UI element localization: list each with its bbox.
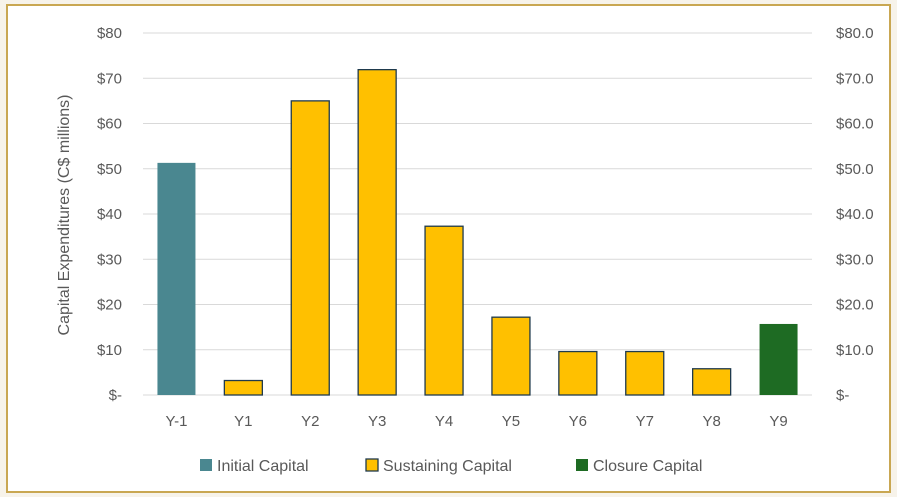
y-tick-right: $10.0 — [836, 342, 874, 359]
bar-y-1-initial-capital — [157, 162, 196, 395]
bars — [157, 69, 798, 396]
y-tick-right: $- — [836, 387, 849, 404]
bar-y6-sustaining-capital — [558, 350, 598, 396]
x-tick-label: Y6 — [569, 413, 587, 430]
bar-y3-sustaining-capital — [357, 69, 397, 396]
bar-y2-sustaining-capital — [290, 100, 330, 396]
x-tick-label: Y3 — [368, 413, 386, 430]
legend: Initial Capital Sustaining Capital Closure… — [200, 458, 702, 475]
y-tick-left: $20 — [97, 297, 122, 314]
x-tick-label: Y1 — [234, 413, 252, 430]
y-tick-left: $80 — [97, 25, 122, 42]
bar-y1-sustaining-capital — [223, 379, 264, 396]
x-axis-ticks: Y-1 Y1 Y2 Y3 Y4 Y5 Y6 Y7 Y8 Y9 — [165, 413, 787, 430]
x-tick-label: Y9 — [769, 413, 787, 430]
gridlines — [143, 32, 812, 396]
legend-label: Closure Capital — [593, 458, 702, 475]
legend-label: Sustaining Capital — [383, 458, 512, 475]
y-tick-right: $70.0 — [836, 70, 874, 87]
y-tick-right: $80.0 — [836, 25, 874, 42]
y-axis-left-ticks: $- $10 $20 $30 $40 $50 $60 $70 $80 — [97, 25, 122, 404]
x-tick-label: Y2 — [301, 413, 319, 430]
y-tick-left: $40 — [97, 206, 122, 223]
bar-y7-sustaining-capital — [625, 350, 665, 396]
y-tick-left: $50 — [97, 161, 122, 178]
y-tick-left: $- — [109, 387, 122, 404]
x-tick-label: Y7 — [636, 413, 654, 430]
bar-y5-sustaining-capital — [491, 316, 531, 396]
x-tick-label: Y-1 — [165, 413, 187, 430]
bar-y8-sustaining-capital — [692, 368, 732, 396]
legend-swatch-closure-capital — [576, 459, 588, 471]
y-tick-right: $40.0 — [836, 206, 874, 223]
bar-y4-sustaining-capital — [424, 225, 464, 396]
y-axis-label: Capital Expenditures (C$ millions) — [56, 95, 73, 336]
y-tick-right: $20.0 — [836, 297, 874, 314]
x-tick-label: Y4 — [435, 413, 453, 430]
y-tick-right: $30.0 — [836, 251, 874, 268]
y-tick-right: $60.0 — [836, 116, 874, 133]
y-axis-right-ticks: $- $10.0 $20.0 $30.0 $40.0 $50.0 $60.0 $70.0 $80… — [836, 25, 874, 404]
legend-swatch-sustaining-capital — [365, 458, 379, 472]
y-tick-right: $50.0 — [836, 161, 874, 178]
y-tick-left: $60 — [97, 116, 122, 133]
legend-swatch-initial-capital — [200, 459, 212, 471]
y-tick-left: $10 — [97, 342, 122, 359]
x-tick-label: Y8 — [702, 413, 720, 430]
x-tick-label: Y5 — [502, 413, 520, 430]
bar-y9-closure-capital — [759, 323, 798, 395]
legend-label: Initial Capital — [217, 458, 309, 475]
y-tick-left: $70 — [97, 70, 122, 87]
y-tick-left: $30 — [97, 251, 122, 268]
